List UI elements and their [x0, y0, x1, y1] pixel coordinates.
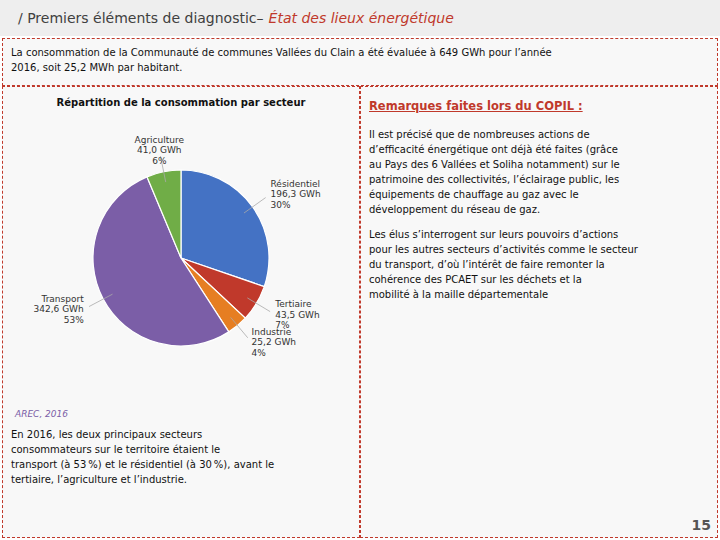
html-text:au Pays des 6 Vallées et Solih: au Pays des 6 Vallées et Soliha notammen…: [369, 159, 620, 170]
html-text:équipements de chauffage au ga: équipements de chauffage au gaz avec le: [369, 189, 579, 200]
html-text:transport (à 53 %) et le résid: transport (à 53 %) et le résidentiel (à …: [11, 459, 275, 470]
html-text:15: 15: [691, 517, 711, 533]
html-text:patrimoine des collectivités,: patrimoine des collectivités, l’éclairag…: [369, 174, 620, 185]
svg-text:Transport342,6 GWh53%: Transport342,6 GWh53%: [34, 294, 85, 325]
html-text:Les élus s’interrogent sur leu: Les élus s’interrogent sur leurs pouvoir…: [369, 229, 619, 240]
html-text:2016, soit 25,2 MWh par habita: 2016, soit 25,2 MWh par habitant.: [11, 62, 183, 73]
html-text:Remarques faites lors du COPIL: Remarques faites lors du COPIL :: [369, 99, 583, 113]
html-text:Répartition de la consommation: Répartition de la consommation par secte…: [56, 97, 306, 108]
html-text:développement du réseau de gaz: développement du réseau de gaz.: [369, 204, 541, 215]
html-text:mobilité à la maille départeme: mobilité à la maille départementale: [369, 289, 549, 300]
html-text:pour les autres secteurs d’act: pour les autres secteurs d’activités com…: [369, 244, 638, 255]
svg-text:Résidentiel196,3 GWh30%: Résidentiel196,3 GWh30%: [271, 179, 321, 210]
svg-text:Industrie25,2 GWh4%: Industrie25,2 GWh4%: [252, 327, 296, 358]
html-text:En 2016, les deux principaux s: En 2016, les deux principaux secteurs: [11, 429, 203, 440]
svg-text:Agriculture41,0 GWh6%: Agriculture41,0 GWh6%: [135, 135, 185, 166]
html-text:du transport, d’où l’intérêt d: du transport, d’où l’intérêt de faire re…: [369, 259, 605, 270]
html-text:d’efficacité énergétique ont d: d’efficacité énergétique ont déjà été fa…: [369, 144, 618, 155]
html-text:consommateurs sur le territoir: consommateurs sur le territoire étaient …: [11, 444, 221, 455]
html-text:Il est précisé que de nombreus: Il est précisé que de nombreuses actions…: [369, 129, 590, 140]
svg-text:Tertiaire43,5 GWh7%: Tertiaire43,5 GWh7%: [274, 299, 319, 330]
html-text:/ Premiers éléments de diagnos: / Premiers éléments de diagnostic– État …: [18, 10, 454, 26]
html-text:La consommation de la Communau: La consommation de la Communauté de comm…: [11, 47, 552, 58]
html-text:tertiaire, l’agriculture et l’: tertiaire, l’agriculture et l’industrie.: [11, 474, 187, 485]
html-text:AREC, 2016: AREC, 2016: [15, 409, 68, 419]
html-text:cohérence des PCAET sur les dé: cohérence des PCAET sur les déchets et l…: [369, 274, 582, 285]
